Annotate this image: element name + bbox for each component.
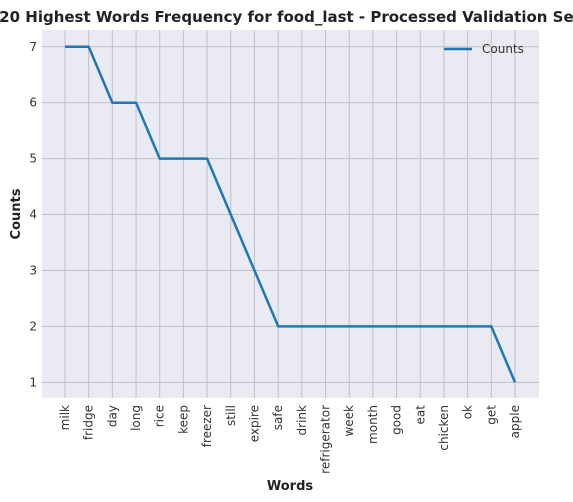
y-tick-label: 7: [29, 40, 37, 54]
x-tick-label: long: [129, 405, 143, 431]
x-tick-label: ok: [461, 405, 475, 419]
y-tick-label: 1: [29, 375, 37, 389]
x-tick-label: refrigerator: [319, 405, 333, 474]
plot-area: [42, 30, 539, 398]
x-axis-label: Words: [267, 479, 314, 494]
series-lines: [65, 45, 517, 383]
series-line-counts: [65, 45, 517, 383]
y-tick-label: 5: [29, 152, 37, 166]
x-tick-label: good: [390, 405, 404, 435]
y-tick-label: 3: [29, 263, 37, 277]
x-tick-label: expire: [247, 405, 261, 442]
x-tick-label: day: [105, 405, 119, 427]
x-tick-label: drink: [295, 405, 309, 435]
x-tick-label: apple: [508, 405, 522, 438]
y-tick-label: 4: [29, 208, 37, 222]
x-tick-label: milk: [58, 405, 72, 430]
x-tick-label: rice: [153, 405, 167, 427]
x-tick-label: chicken: [437, 405, 451, 451]
x-tick-label: eat: [413, 405, 427, 425]
y-tick-label: 6: [29, 96, 37, 110]
x-tick-label: fridge: [82, 405, 96, 440]
x-tick-label: safe: [271, 405, 285, 430]
y-axis-label: Counts: [9, 188, 24, 239]
legend-label: Counts: [482, 42, 524, 56]
chart-title: 20 Highest Words Frequency for food_last…: [0, 8, 573, 26]
x-tick-label: keep: [176, 405, 190, 434]
x-tick-label: get: [484, 405, 498, 425]
x-tick-label: week: [342, 405, 356, 437]
x-axis-ticks: milk fridge day long rice keep freezer still exp…: [58, 405, 522, 474]
x-tick-label: still: [224, 405, 238, 426]
x-tick-label: freezer: [200, 405, 214, 447]
y-tick-label: 2: [29, 319, 37, 333]
legend: Counts: [444, 42, 524, 56]
x-tick-label: month: [366, 405, 380, 444]
y-axis-ticks: 1 2 3 4 5 6 7: [29, 40, 37, 390]
